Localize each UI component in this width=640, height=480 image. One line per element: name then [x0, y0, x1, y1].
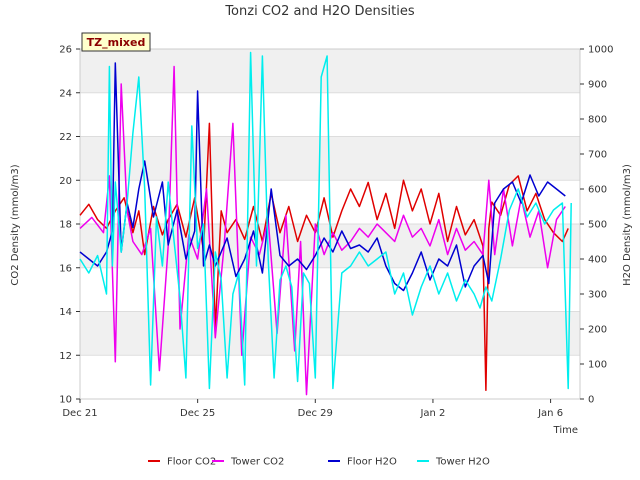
- y-right-tick-label: 100: [588, 360, 607, 371]
- y-right-tick-label: 0: [588, 395, 594, 406]
- y-left-tick-label: 16: [59, 263, 72, 274]
- y-left-tick-label: 12: [59, 351, 72, 362]
- y-right-tick-label: 600: [588, 185, 607, 196]
- annotation-text: TZ_mixed: [87, 36, 146, 49]
- band: [80, 136, 580, 181]
- legend-label: Floor H2O: [347, 457, 397, 468]
- y-axis-label-right: H2O Density (mmol/m3): [622, 164, 633, 286]
- legend-item: Tower H2O: [417, 457, 490, 468]
- y-right-tick-label: 300: [588, 290, 607, 301]
- y-left-tick-label: 24: [59, 88, 72, 99]
- series-lines: [79, 51, 572, 396]
- series-line-tower-co2: [79, 65, 566, 396]
- y-right-tick-label: 900: [588, 80, 607, 91]
- x-tick-label: Jan 6: [537, 408, 563, 419]
- series-line-floor-co2: [79, 122, 569, 392]
- legend-item: Floor CO2: [148, 457, 216, 468]
- band: [80, 311, 580, 356]
- band: [80, 49, 580, 93]
- y-right-tick-label: 200: [588, 325, 607, 336]
- y-right-tick-label: 500: [588, 220, 607, 231]
- y-left-tick-label: 26: [59, 45, 72, 56]
- legend-label: Floor CO2: [167, 457, 216, 468]
- y-left-tick-label: 22: [59, 132, 72, 143]
- y-left-tick-label: 14: [59, 307, 72, 318]
- x-tick-label: Dec 21: [62, 408, 97, 419]
- y-left-tick-label: 20: [59, 176, 72, 187]
- legend: Floor CO2 Tower CO2 Floor H2O Tower H2O: [148, 457, 490, 468]
- y-right-tick-label: 1000: [588, 45, 613, 56]
- chart-title: Tonzi CO2 and H2O Densities: [224, 4, 415, 19]
- legend-item: Floor H2O: [328, 457, 397, 468]
- legend-label: Tower H2O: [435, 457, 490, 468]
- y-left-tick-label: 10: [59, 395, 72, 406]
- x-axis-label: Time: [553, 425, 578, 436]
- x-tick-label: Dec 29: [298, 408, 333, 419]
- series-line-floor-h2o: [79, 62, 566, 292]
- y-axis-label-left: CO2 Density (mmol/m3): [10, 164, 21, 285]
- legend-label: Tower CO2: [230, 457, 284, 468]
- y-left-tick-label: 18: [59, 220, 72, 231]
- axis-ticks: Dec 21 Dec 25 Dec 29 Jan 2 Jan 6 10 12 14 16 18 20…: [59, 45, 613, 420]
- y-right-tick-label: 800: [588, 115, 607, 126]
- legend-item: Tower CO2: [212, 457, 284, 468]
- y-right-tick-label: 700: [588, 150, 607, 161]
- x-tick-label: Jan 2: [419, 408, 445, 419]
- annotation-box-bg: [81, 32, 151, 52]
- annotation-box: TZ_mixed: [81, 32, 151, 52]
- x-tick-label: Dec 25: [180, 408, 215, 419]
- series-line-tower-h2o: [79, 51, 572, 390]
- y-right-tick-label: 400: [588, 255, 607, 266]
